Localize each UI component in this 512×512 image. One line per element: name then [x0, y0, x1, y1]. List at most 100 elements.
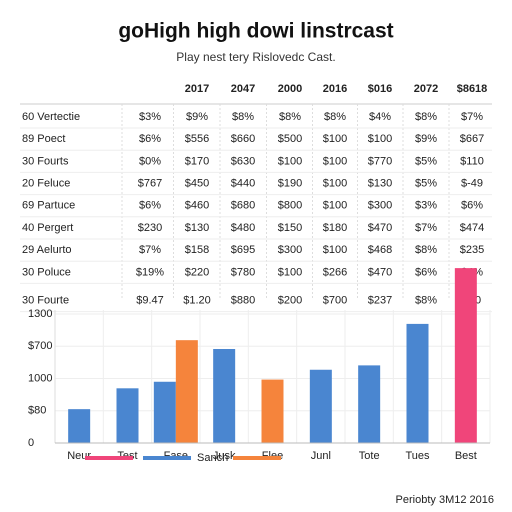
row-label: 20 Feluce — [22, 178, 70, 190]
y-tick-label: $700 — [28, 340, 52, 352]
table-cell: $9.47 — [136, 295, 164, 307]
bar — [454, 268, 477, 443]
table-cell: $474 — [460, 222, 484, 234]
title: goHigh high dowi linstrcast — [118, 20, 393, 43]
bar — [406, 323, 429, 443]
table-cell: $190 — [278, 178, 302, 190]
table-cell: $9% — [186, 111, 208, 123]
x-tick-label: Tote — [359, 450, 380, 462]
table-cell: $5% — [415, 155, 437, 167]
table-cell: $237 — [368, 295, 392, 307]
table-cell: $460 — [185, 200, 209, 212]
table-cell: $8% — [232, 111, 254, 123]
table-cell: $130 — [368, 178, 392, 190]
column-header: 2072 — [414, 83, 438, 95]
table-cell: $630 — [231, 155, 255, 167]
column-header: $8618 — [457, 83, 488, 95]
x-tick-label: Flee — [262, 450, 283, 462]
y-tick-label: 1000 — [28, 372, 52, 384]
table-cell: $6% — [139, 200, 161, 212]
table-cell: $266 — [323, 266, 347, 278]
table-cell: $667 — [460, 133, 484, 145]
table-cell: $7% — [139, 244, 161, 256]
table-cell: $3% — [415, 200, 437, 212]
table-cell: $5% — [415, 178, 437, 190]
table-cell: $6% — [415, 266, 437, 278]
table-cell: $8% — [324, 111, 346, 123]
table-cell: $556 — [185, 133, 209, 145]
legend-label: Sanch — [197, 452, 228, 464]
table-cell: $800 — [278, 200, 302, 212]
table-cell: $100 — [323, 133, 347, 145]
table-cell: $230 — [138, 222, 162, 234]
x-tick-label: Jusk — [213, 450, 236, 462]
bar — [116, 388, 139, 443]
column-header: 2047 — [231, 83, 255, 95]
table-cell: $180 — [323, 222, 347, 234]
bar — [175, 340, 198, 443]
table-cell: $100 — [323, 178, 347, 190]
table-cell: $170 — [185, 155, 209, 167]
column-header: 2000 — [278, 83, 302, 95]
bar — [213, 349, 236, 443]
table-cell: $100 — [323, 155, 347, 167]
legend-swatch — [233, 456, 281, 460]
table-cell: $220 — [185, 266, 209, 278]
table-cell: $470 — [368, 266, 392, 278]
table-cell: $695 — [231, 244, 255, 256]
y-tick-label: $80 — [28, 405, 46, 417]
table-cell: $8% — [415, 244, 437, 256]
table-cell: $100 — [278, 266, 302, 278]
table-cell: $9% — [415, 133, 437, 145]
row-label: 30 Fourte — [22, 295, 69, 307]
table-cell: $767 — [138, 178, 162, 190]
y-tick-label: 1300 — [28, 308, 52, 320]
table-cell: $100 — [323, 244, 347, 256]
table-cell: $300 — [278, 244, 302, 256]
table-cell: $8% — [415, 111, 437, 123]
bar — [358, 365, 381, 443]
table-cell: $-49 — [461, 178, 483, 190]
table-cell: $8% — [415, 295, 437, 307]
column-header: 2017 — [185, 83, 209, 95]
table-cell: $6% — [461, 200, 483, 212]
table-cell: $3% — [139, 111, 161, 123]
table-cell: $100 — [368, 133, 392, 145]
table-cell: $780 — [231, 266, 255, 278]
table-cell: $470 — [368, 222, 392, 234]
row-label: 89 Poect — [22, 133, 65, 145]
row-label: 60 Vertectie — [22, 111, 80, 123]
table-cell: $468 — [368, 244, 392, 256]
subtitle: Play nest tery Rislovedc Cast. — [176, 50, 335, 64]
table-cell: $1.20 — [183, 295, 211, 307]
table-cell: $680 — [231, 200, 255, 212]
table-cell: $480 — [231, 222, 255, 234]
legend-swatch — [85, 456, 133, 460]
bar — [153, 381, 176, 443]
x-tick-label: Neur — [67, 450, 91, 462]
table-cell: $700 — [323, 295, 347, 307]
bar — [261, 379, 284, 443]
legend-swatch — [143, 456, 191, 460]
x-tick-label: Test — [117, 450, 137, 462]
x-tick-label: Best — [455, 450, 477, 462]
x-tick-label: Junl — [311, 450, 331, 462]
column-header: $016 — [368, 83, 392, 95]
table-cell: $130 — [185, 222, 209, 234]
table-cell: $150 — [278, 222, 302, 234]
table-cell: $6% — [139, 133, 161, 145]
table-cell: $8% — [279, 111, 301, 123]
bar — [68, 409, 91, 443]
table-cell: $450 — [185, 178, 209, 190]
bar — [309, 369, 332, 443]
table-cell: $500 — [278, 133, 302, 145]
table-cell: $880 — [231, 295, 255, 307]
table-cell: $110 — [460, 155, 484, 167]
row-label: 29 Aelurto — [22, 244, 72, 256]
footer: Periobty 3M12 2016 — [396, 494, 494, 506]
row-label: 30 Fourts — [22, 155, 69, 167]
row-label: 30 Poluce — [22, 266, 71, 278]
row-label: 40 Pergert — [22, 222, 73, 234]
